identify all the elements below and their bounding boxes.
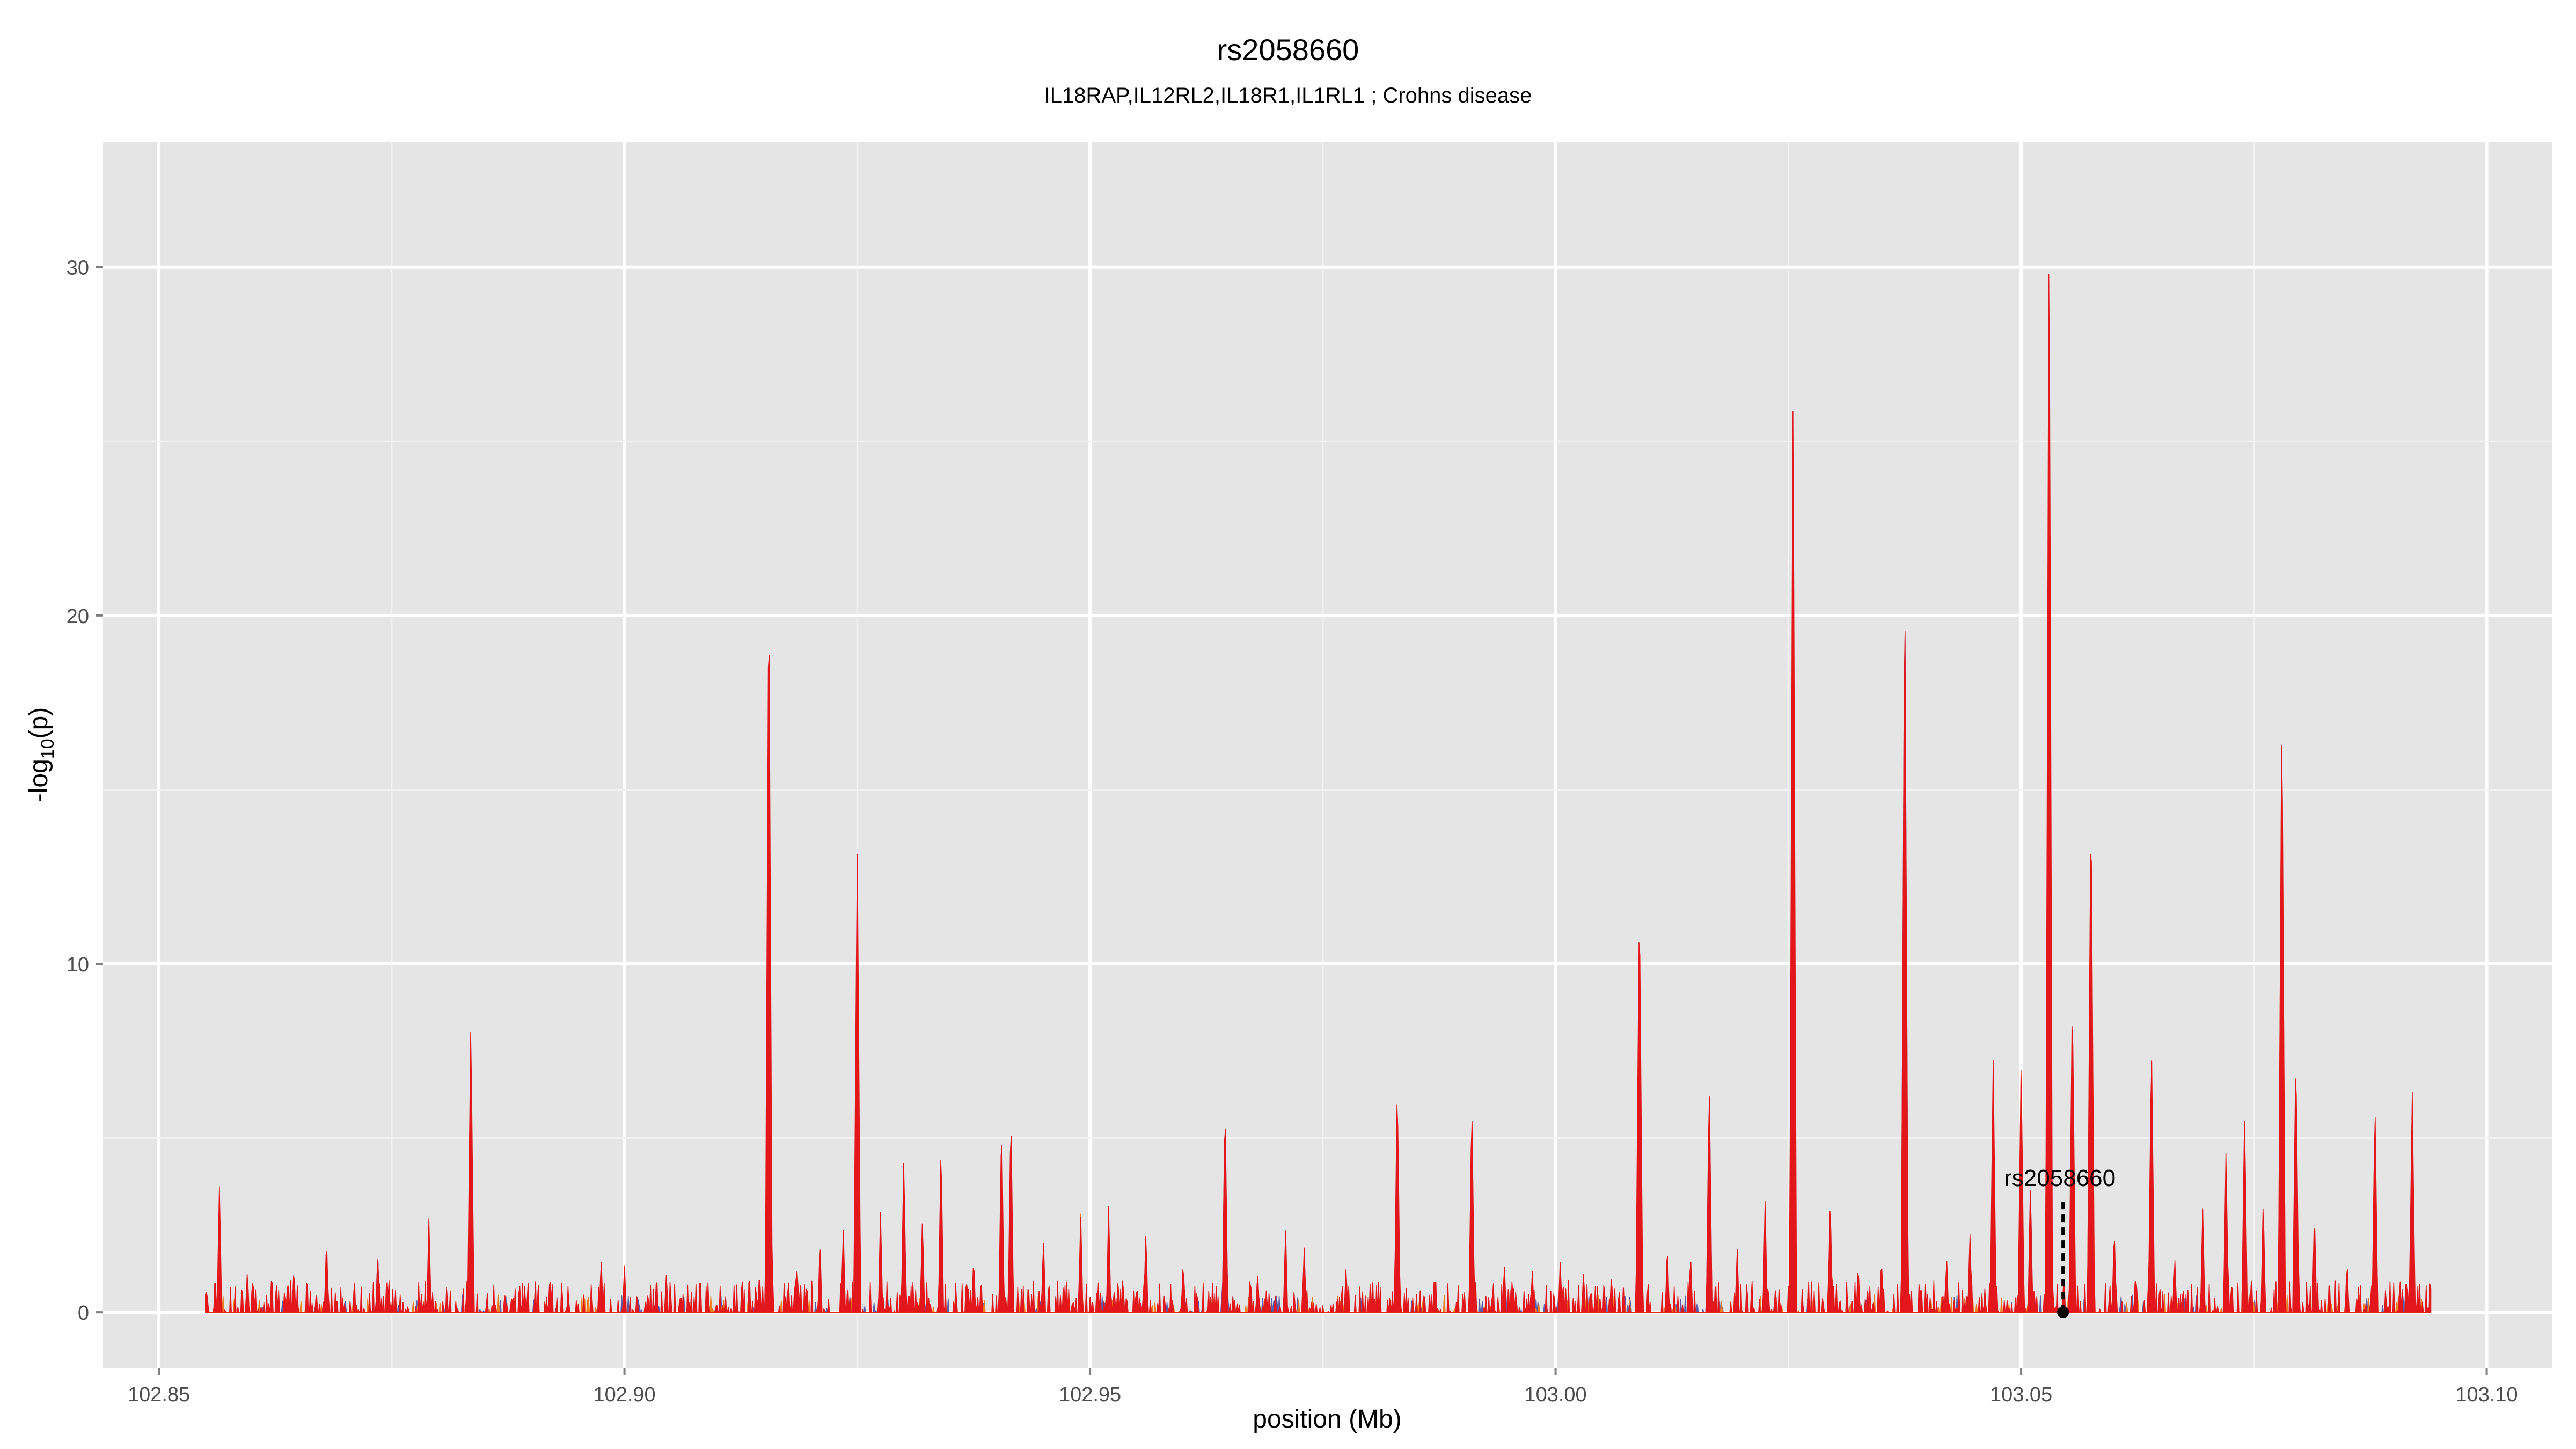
x-axis-ticks: 102.85 102.90 102.95 103.00 103.05 103.10	[128, 1368, 2518, 1406]
snp-annotation: rs2058660	[2004, 1165, 2116, 1319]
y-tick-label: 10	[67, 954, 89, 976]
snp-label: rs2058660	[2004, 1165, 2116, 1191]
x-tick-label: 102.90	[593, 1384, 655, 1406]
snp-marker-point	[2057, 1306, 2069, 1319]
y-axis-label-sub: 10	[38, 738, 58, 759]
y-axis-ticks: 0 10 20 30	[67, 257, 103, 1324]
y-axis-label-post: (p)	[25, 707, 53, 739]
plot-panel	[103, 142, 2552, 1368]
y-axis-label: -log10(p)	[25, 707, 58, 802]
x-tick-label: 103.10	[2455, 1384, 2518, 1406]
y-tick-label: 30	[67, 257, 89, 280]
y-axis-label-pre: -log	[25, 759, 53, 802]
x-tick-label: 102.95	[1059, 1384, 1121, 1406]
chart-subtitle: IL18RAP,IL12RL2,IL18R1,IL1RL1 ; Crohns d…	[1044, 84, 1532, 107]
x-tick-label: 103.05	[1990, 1384, 2052, 1406]
grid-lines	[103, 142, 2552, 1368]
x-tick-label: 103.00	[1524, 1384, 1586, 1406]
y-tick-label: 20	[67, 605, 89, 628]
x-axis-label: position (Mb)	[1253, 1405, 1401, 1433]
x-tick-label: 102.85	[128, 1384, 190, 1406]
y-tick-label: 0	[78, 1302, 89, 1324]
chart-title: rs2058660	[1217, 33, 1359, 67]
